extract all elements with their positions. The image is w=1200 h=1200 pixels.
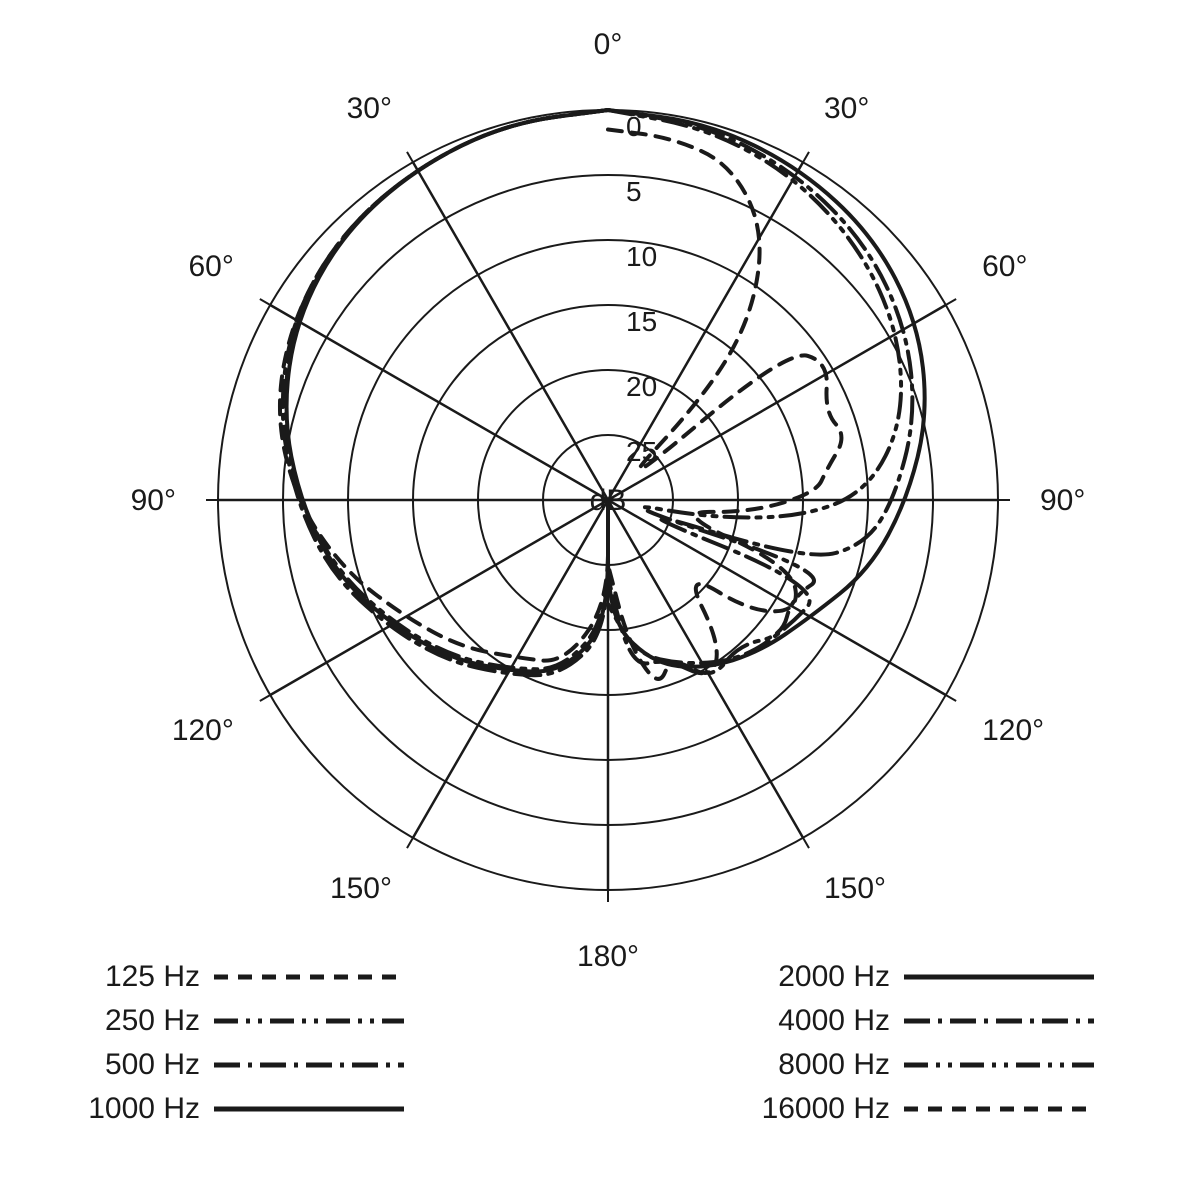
grid-tick — [803, 838, 809, 848]
grid-tick — [946, 695, 956, 701]
legend-row: 16000 Hz — [740, 1087, 1094, 1131]
legend-row: 4000 Hz — [740, 999, 1094, 1043]
legend-label: 2000 Hz — [740, 960, 904, 994]
grid-tick — [407, 838, 413, 848]
angle-label: 90° — [1040, 484, 1085, 517]
angle-label: 120° — [172, 714, 234, 747]
angle-label: 30° — [824, 92, 869, 125]
legend-right: 2000 Hz 4000 Hz 8000 Hz 16000 Hz — [740, 955, 1094, 1131]
grid-spoke — [608, 500, 946, 695]
angle-label: 90° — [131, 484, 176, 517]
angle-label: 60° — [189, 250, 234, 283]
legend-row: 2000 Hz — [740, 955, 1094, 999]
legend-row: 8000 Hz — [740, 1043, 1094, 1087]
legend-left: 125 Hz 250 Hz 500 Hz 1000 Hz — [50, 955, 404, 1131]
angle-label: 30° — [347, 92, 392, 125]
db-label: 20 — [626, 371, 657, 402]
grid-tick — [260, 299, 270, 305]
legend-label: 8000 Hz — [740, 1048, 904, 1082]
grid-spoke — [270, 305, 608, 500]
legend-swatch — [904, 1047, 1094, 1083]
angle-label: 120° — [982, 714, 1044, 747]
angle-label: 180° — [577, 940, 639, 973]
legend-swatch — [904, 1091, 1094, 1127]
grid-spoke — [608, 305, 946, 500]
grid-tick — [260, 695, 270, 701]
grid-tick — [803, 152, 809, 162]
angle-label: 150° — [330, 872, 392, 905]
legend-label: 500 Hz — [50, 1048, 214, 1082]
legend-swatch — [214, 1091, 404, 1127]
legend-label: 1000 Hz — [50, 1092, 214, 1126]
db-label: 10 — [626, 241, 657, 272]
grid-tick — [407, 152, 413, 162]
legend-label: 4000 Hz — [740, 1004, 904, 1038]
grid-spoke — [608, 500, 803, 838]
db-label: 5 — [626, 176, 642, 207]
polar-curve — [608, 130, 841, 679]
angle-label: 0° — [594, 28, 623, 61]
grid-spoke — [413, 162, 608, 500]
legend-row: 500 Hz — [50, 1043, 404, 1087]
legend-swatch — [214, 1003, 404, 1039]
polar-curve — [280, 110, 608, 661]
legend-row: 1000 Hz — [50, 1087, 404, 1131]
legend-label: 16000 Hz — [740, 1092, 904, 1126]
grid-tick — [946, 299, 956, 305]
legend-swatch — [214, 959, 404, 995]
legend-swatch — [904, 959, 1094, 995]
legend-row: 250 Hz — [50, 999, 404, 1043]
legend-swatch — [214, 1047, 404, 1083]
db-label: 15 — [626, 306, 657, 337]
legend-row: 125 Hz — [50, 955, 404, 999]
angle-label: 60° — [982, 250, 1027, 283]
angle-label: 150° — [824, 872, 886, 905]
polar-chart-container: 0° 30° 30° 60° 60° 90° 90° 120° 120° 150° 150° 180°… — [0, 0, 1200, 1200]
legend-label: 250 Hz — [50, 1004, 214, 1038]
legend-swatch — [904, 1003, 1094, 1039]
legend-label: 125 Hz — [50, 960, 214, 994]
